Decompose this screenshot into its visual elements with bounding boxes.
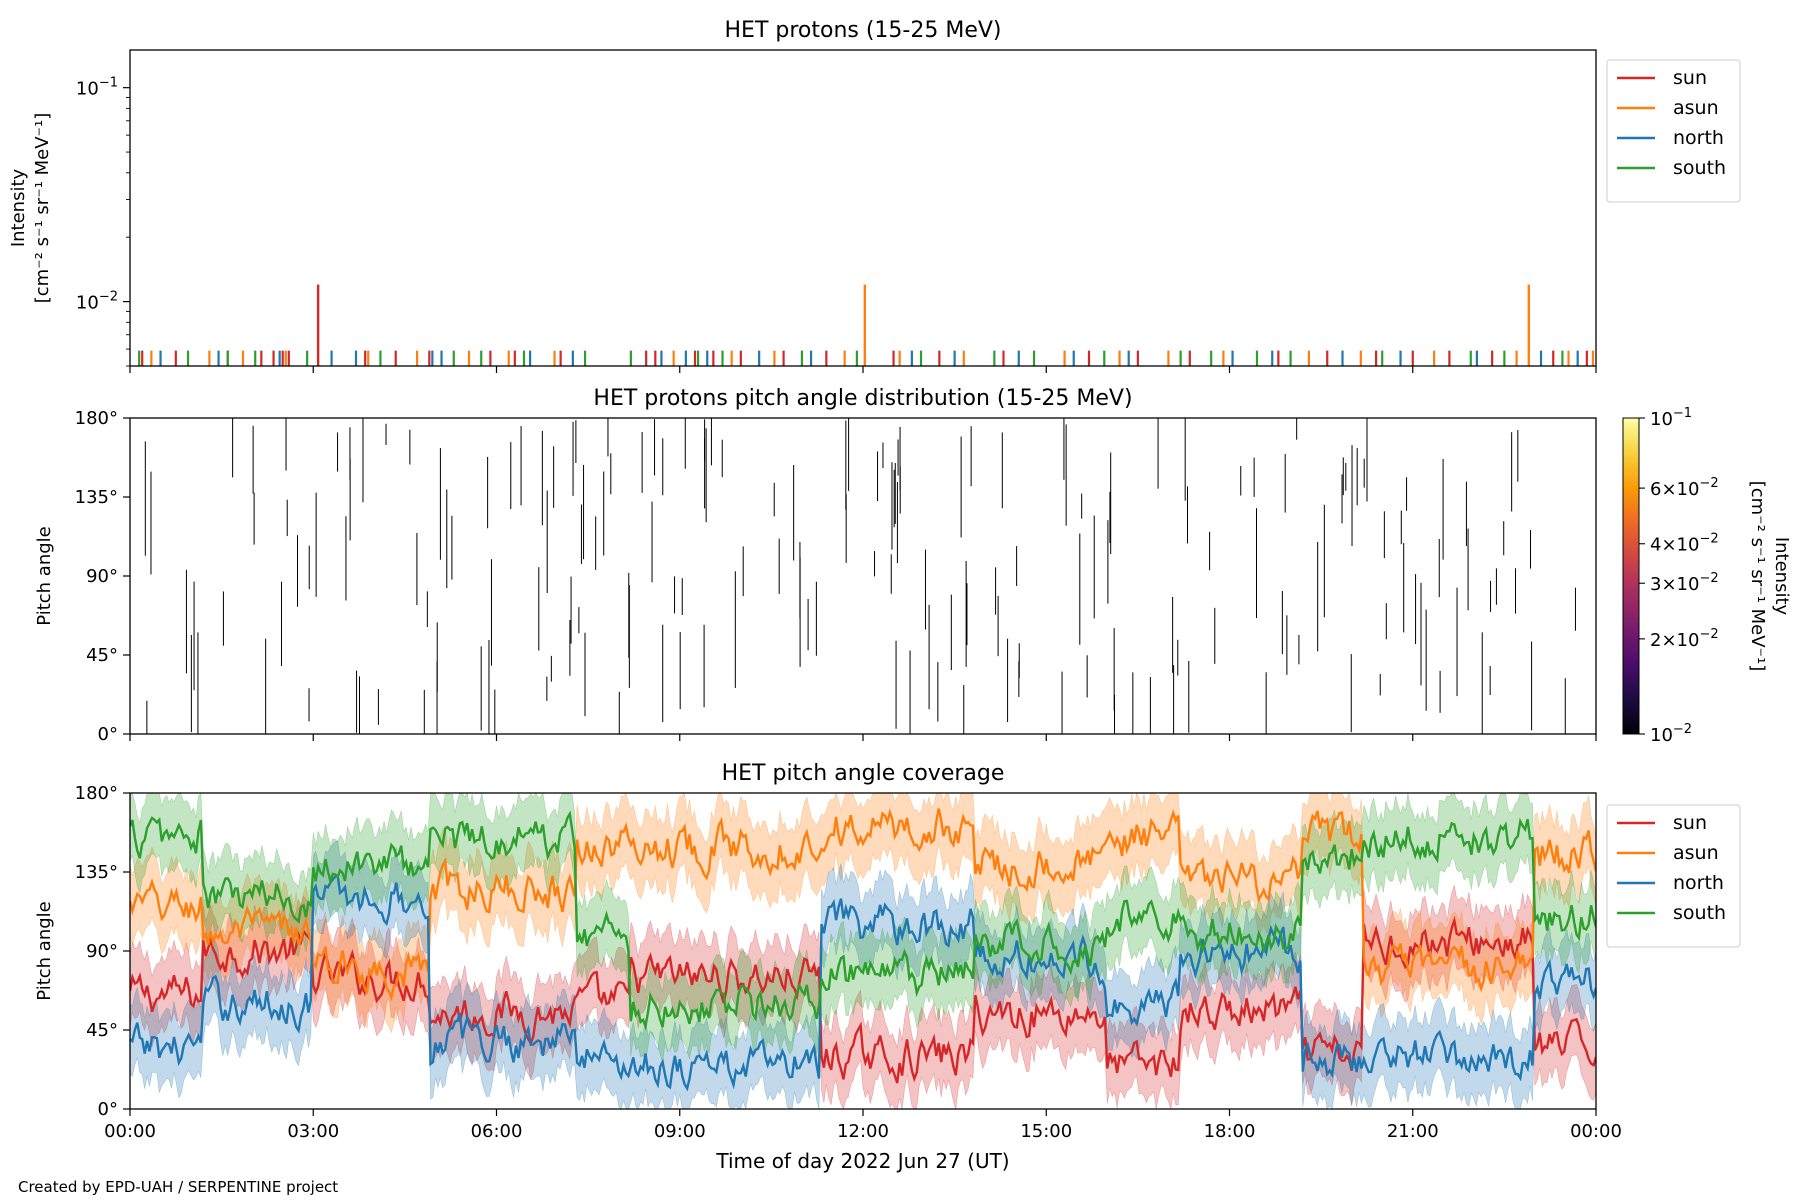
- pad-title: HET protons pitch angle distribution (15…: [593, 386, 1132, 411]
- coverage-panel: HET pitch angle coverage 0° 45° 90° 135° 180…: [34, 761, 1741, 1142]
- footer-credit: Created by EPD-UAH / SERPENTINE project: [18, 1178, 338, 1196]
- y-tick-label: 135°: [75, 487, 118, 508]
- y-tick-label: 180°: [75, 783, 118, 804]
- y-tick-label: 90°: [86, 566, 118, 587]
- pad-ylabel: Pitch angle: [34, 526, 55, 625]
- intensity-plot: [138, 284, 1595, 366]
- colorbar-ticks: 10−2 2×10−2 3×10−2 4×10−2 6×10−2 10−1: [1639, 406, 1719, 746]
- x-tick-label: 06:00: [471, 1121, 523, 1142]
- legend-label-asun: asun: [1673, 97, 1719, 119]
- pad-y-ticks: 0° 45° 90° 135° 180°: [75, 408, 130, 745]
- intensity-x-ticks: [129, 366, 1597, 373]
- coverage-legend: sun asun north south: [1606, 804, 1741, 948]
- legend-label-south: south: [1673, 157, 1726, 179]
- x-tick-label: 00:00: [104, 1121, 156, 1142]
- coverage-plot: [130, 793, 1596, 1109]
- coverage-ylabel: Pitch angle: [34, 901, 55, 1000]
- sun-line: [130, 915, 1596, 1084]
- north-band: [130, 840, 1596, 1109]
- y-tick-label: 135°: [75, 862, 118, 883]
- x-tick-label: 09:00: [654, 1121, 706, 1142]
- pad-plot: [144, 418, 1576, 734]
- x-tick-label: 03:00: [287, 1121, 339, 1142]
- colorbar-tick-label: 2×10−2: [1650, 627, 1719, 651]
- x-tick-label: 21:00: [1387, 1121, 1439, 1142]
- intensity-legend: sun asun north south: [1606, 59, 1741, 203]
- pad-panel: HET protons pitch angle distribution (15…: [34, 386, 1792, 746]
- x-tick-label: 12:00: [837, 1121, 889, 1142]
- x-tick-label: 15:00: [1020, 1121, 1072, 1142]
- legend-box: [1606, 804, 1741, 948]
- x-axis-label: Time of day 2022 Jun 27 (UT): [715, 1149, 1009, 1173]
- intensity-title: HET protons (15-25 MeV): [725, 18, 1002, 43]
- y-tick-label: 180°: [75, 408, 118, 429]
- asun-line: [130, 808, 1596, 1002]
- y-tick-label: 10−1: [76, 76, 118, 100]
- legend-label-north: north: [1673, 872, 1724, 894]
- colorbar-label-line1: Intensity: [1771, 537, 1792, 616]
- intensity-panel: HET protons (15-25 MeV) 10−2 10−1 Intensi…: [8, 18, 1741, 373]
- south-band: [130, 793, 1596, 1063]
- intensity-y-ticks: 10−2 10−1: [76, 76, 130, 367]
- pad-colorbar: 10−2 2×10−2 3×10−2 4×10−2 6×10−2 10−1 Intensi…: [1622, 406, 1792, 746]
- colorbar-tick-label: 6×10−2: [1650, 476, 1719, 500]
- y-tick-label: 10−2: [76, 290, 118, 314]
- legend-label-north: north: [1673, 127, 1724, 149]
- legend-label-asun: asun: [1673, 842, 1719, 864]
- north-line: [130, 874, 1596, 1092]
- colorbar-tick-label: 10−2: [1650, 722, 1692, 746]
- coverage-title: HET pitch angle coverage: [722, 761, 1005, 786]
- y-tick-label: 45°: [86, 645, 118, 666]
- x-tick-label: 00:00: [1570, 1121, 1622, 1142]
- intensity-ylabel-line2: [cm⁻² s⁻¹ sr⁻¹ MeV⁻¹]: [32, 113, 53, 304]
- legend-label-sun: sun: [1673, 67, 1707, 89]
- y-tick-label: 90°: [86, 941, 118, 962]
- legend-box: [1606, 59, 1741, 203]
- colorbar-tick-label: 4×10−2: [1650, 532, 1719, 556]
- asun-band: [130, 793, 1596, 1034]
- x-tick-label: 18:00: [1204, 1121, 1256, 1142]
- y-tick-label: 0°: [98, 724, 118, 745]
- coverage-x-ticks: 00:00 03:00 06:00 09:00 12:00 15:00 18:00 21:00…: [104, 1109, 1622, 1142]
- coverage-y-ticks: 0° 45° 90° 135° 180°: [75, 783, 130, 1120]
- south-line: [130, 810, 1596, 1031]
- legend-label-sun: sun: [1673, 812, 1707, 834]
- intensity-ylabel-line1: Intensity: [8, 168, 29, 247]
- legend-label-south: south: [1673, 902, 1726, 924]
- sun-band: [130, 884, 1596, 1109]
- colorbar-tick-label: 10−1: [1650, 406, 1692, 430]
- colorbar-tick-label: 3×10−2: [1650, 571, 1719, 595]
- colorbar-label-line2: [cm⁻² s⁻¹ sr⁻¹ MeV⁻¹]: [1747, 481, 1768, 672]
- y-tick-label: 0°: [98, 1099, 118, 1120]
- pad-x-ticks: [129, 734, 1597, 741]
- intensity-axes-frame: [129, 49, 1597, 367]
- colorbar-bar: [1622, 417, 1640, 735]
- y-tick-label: 45°: [86, 1020, 118, 1041]
